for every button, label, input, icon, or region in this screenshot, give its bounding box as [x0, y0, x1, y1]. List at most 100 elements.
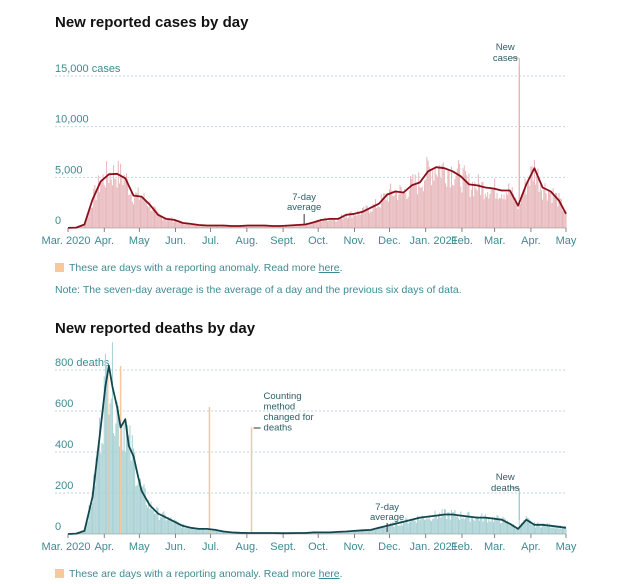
daily-bar — [401, 191, 403, 228]
daily-bar — [378, 206, 380, 228]
daily-bar — [141, 196, 143, 228]
daily-bar — [304, 225, 306, 228]
daily-bar — [298, 224, 300, 228]
daily-bar — [96, 190, 98, 228]
daily-bar — [81, 225, 83, 228]
daily-bar — [171, 520, 173, 534]
daily-bar — [535, 184, 537, 228]
daily-bar — [422, 191, 424, 228]
daily-bar — [425, 519, 427, 534]
daily-bar — [385, 527, 387, 534]
daily-bar — [113, 165, 115, 228]
daily-bar — [517, 529, 519, 534]
y-tick-label: 400 — [55, 439, 73, 451]
daily-bar — [404, 189, 406, 228]
daily-bar — [113, 433, 115, 534]
daily-bar — [191, 528, 193, 534]
daily-bar — [557, 206, 559, 228]
daily-bar — [99, 192, 101, 228]
daily-bar — [528, 518, 530, 534]
daily-bar — [536, 175, 538, 228]
x-tick-label: Sept. — [270, 541, 296, 553]
daily-bar — [108, 182, 110, 228]
daily-bar — [490, 520, 492, 534]
seven-day-average-line — [67, 365, 567, 535]
daily-bar — [325, 218, 327, 228]
cases-read-more-link[interactable]: here — [318, 262, 340, 274]
daily-bar — [217, 225, 219, 228]
daily-bar — [219, 531, 221, 534]
daily-bar — [565, 210, 567, 228]
daily-bar — [552, 188, 554, 228]
daily-bar — [355, 214, 357, 228]
daily-bar — [426, 157, 428, 228]
daily-bar — [554, 192, 556, 228]
daily-bar — [515, 528, 517, 534]
daily-bar — [337, 531, 339, 534]
daily-bar — [399, 525, 401, 534]
daily-bar — [433, 180, 435, 228]
daily-bar — [163, 218, 165, 228]
daily-bar — [432, 170, 434, 228]
daily-bar — [462, 517, 464, 534]
daily-bar — [504, 518, 506, 534]
daily-bar — [132, 448, 134, 534]
daily-bar — [81, 531, 83, 534]
daily-bar — [411, 178, 413, 228]
daily-bar — [320, 218, 322, 228]
daily-bar — [351, 531, 353, 534]
daily-bar — [406, 518, 408, 534]
daily-bar — [154, 206, 156, 228]
daily-bar — [127, 424, 129, 534]
daily-bar — [442, 514, 444, 534]
daily-bar — [410, 175, 412, 228]
daily-bar — [350, 531, 352, 534]
daily-bar — [161, 216, 163, 228]
daily-bar — [531, 166, 533, 228]
daily-bar — [467, 181, 469, 228]
daily-bar — [533, 522, 535, 534]
daily-bar — [301, 225, 303, 228]
daily-bar — [419, 520, 421, 534]
daily-bar — [489, 193, 491, 228]
daily-bar — [159, 214, 161, 228]
daily-bar — [564, 525, 566, 534]
x-tick-label: May — [556, 541, 577, 553]
daily-bar — [488, 516, 490, 534]
daily-bar — [405, 517, 407, 534]
daily-bar — [307, 223, 309, 228]
daily-bar — [152, 510, 154, 534]
deaths-read-more-link[interactable]: here — [318, 568, 340, 580]
daily-bar — [342, 219, 344, 228]
daily-bar — [169, 218, 171, 228]
daily-bar — [563, 528, 565, 534]
new-deaths-annotation: New — [496, 472, 515, 483]
daily-bar — [215, 530, 217, 534]
daily-bar — [201, 528, 203, 534]
daily-bar — [435, 516, 437, 534]
daily-bar — [378, 528, 380, 534]
daily-bar — [123, 421, 125, 534]
daily-bar — [212, 226, 214, 228]
daily-bar — [471, 181, 473, 228]
daily-bar — [429, 168, 431, 228]
daily-bar — [203, 225, 205, 228]
daily-bar — [221, 225, 223, 228]
daily-bar — [286, 225, 288, 228]
daily-bar — [459, 519, 461, 534]
daily-bar — [367, 209, 369, 228]
daily-bar — [543, 189, 545, 228]
seven-day-average-annotation: average — [370, 512, 404, 523]
daily-bar — [450, 166, 452, 228]
daily-bar — [346, 218, 348, 228]
daily-bar — [220, 530, 222, 534]
daily-bar — [103, 184, 105, 228]
daily-bar — [199, 225, 201, 228]
daily-bar — [273, 225, 275, 228]
daily-bar — [189, 224, 191, 228]
daily-bar — [166, 519, 168, 534]
daily-bar — [410, 521, 412, 534]
daily-bar — [511, 187, 513, 228]
daily-bar — [80, 532, 82, 534]
daily-bar — [529, 185, 531, 228]
